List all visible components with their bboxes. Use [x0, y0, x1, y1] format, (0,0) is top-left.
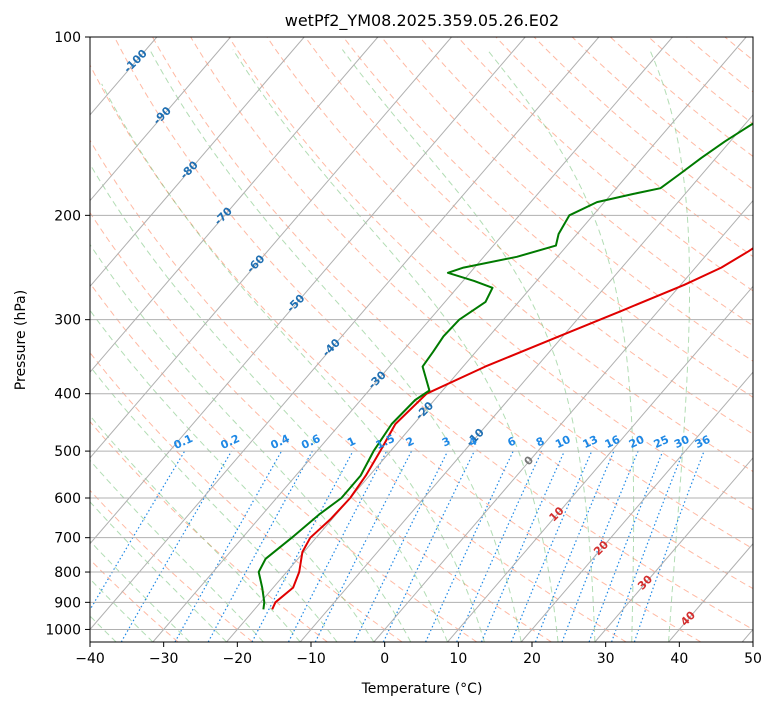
dry-adiabat — [533, 37, 753, 224]
y-tick-label: 800 — [54, 565, 81, 581]
skewed-isotherms — [90, 37, 753, 642]
mixing-ratio-label: 10 — [553, 433, 573, 451]
mixing-ratio-line — [207, 450, 313, 642]
dry-adiabat — [90, 64, 702, 642]
x-tick-label: −10 — [296, 651, 326, 667]
isotherm-line — [447, 285, 753, 642]
mixing-ratio-line — [456, 450, 543, 642]
grid-lines — [90, 37, 753, 630]
dry-adiabat — [419, 37, 753, 327]
dry-adiabat — [113, 37, 753, 631]
y-tick-label: 1000 — [45, 622, 81, 638]
isotherm-line — [90, 37, 305, 288]
mixing-ratio-line — [382, 450, 475, 642]
moist-adiabat — [232, 49, 559, 642]
background-lines — [90, 37, 753, 642]
dry-adiabat — [342, 37, 753, 398]
mixing-ratio-label: 13 — [581, 433, 600, 451]
isotherm-line — [90, 37, 526, 545]
y-tick-label: 900 — [54, 595, 81, 611]
dewpoint-profile — [257, 122, 753, 610]
x-tick-label: 40 — [670, 651, 688, 667]
dry-adiabat — [266, 37, 753, 473]
isotherm-line — [373, 199, 753, 642]
y-tick-label: 500 — [54, 444, 81, 460]
isotherm-line — [299, 114, 753, 642]
isotherm-line — [90, 37, 379, 373]
chart-title: wetPf2_YM08.2025.359.05.26.E02 — [285, 11, 559, 31]
mixing-ratio-line — [425, 450, 514, 642]
y-tick-label: 600 — [54, 491, 81, 507]
moist-adiabat — [649, 49, 690, 642]
mixing-ratio-line — [480, 450, 565, 642]
moist-adiabat — [90, 365, 338, 642]
moist-adiabat — [341, 49, 596, 642]
isotherm-line — [90, 37, 231, 202]
moist-adiabat — [90, 163, 449, 642]
dry-adiabat — [381, 37, 753, 362]
mixing-ratio-line — [510, 450, 593, 642]
dry-adiabat — [152, 37, 753, 590]
moist-adiabat — [90, 501, 227, 642]
x-tick-label: −40 — [75, 651, 105, 667]
moist-adiabat — [486, 49, 635, 642]
plot-frame — [89, 36, 754, 643]
x-tick-label: 10 — [449, 651, 467, 667]
x-axis-label: Temperature (°C) — [361, 681, 483, 697]
temperature-profile — [271, 247, 753, 610]
y-axis-label: Pressure (hPa) — [13, 290, 29, 390]
mixing-ratio-label: 20 — [627, 433, 647, 451]
dry-adiabat — [90, 351, 403, 642]
dry-adiabat — [90, 139, 627, 642]
dry-adiabat — [90, 211, 552, 642]
isotherm-line — [152, 37, 673, 642]
y-tick-label: 300 — [54, 313, 81, 329]
mixing-ratio-label: 16 — [603, 433, 623, 451]
y-tick-label: 700 — [54, 531, 81, 547]
mixing-ratio-line — [90, 450, 186, 611]
moist-adiabat — [101, 83, 485, 642]
y-tick-label: 200 — [54, 208, 81, 224]
x-tick-label: −20 — [223, 651, 253, 667]
y-tick-label: 400 — [54, 387, 81, 403]
isotherm-line — [90, 37, 452, 459]
isotherm-line — [90, 37, 600, 631]
x-tick-label: 0 — [380, 651, 389, 667]
x-tick-label: 20 — [523, 651, 541, 667]
y-tick-label: 100 — [54, 30, 81, 46]
axes: −40 −30 −20 −10 0 10 20 30 40 50 1000 900 800 700 600 5… — [45, 30, 762, 667]
mixing-ratio-label: 36 — [693, 433, 713, 451]
mixing-ratio-line — [633, 450, 705, 642]
mixing-ratio-line — [174, 450, 283, 642]
isotherm-line — [594, 457, 753, 642]
x-tick-label: −30 — [149, 651, 179, 667]
mixing-ratio-line — [353, 450, 449, 642]
profiles — [257, 122, 753, 610]
mixing-ratio-label: 30 — [672, 433, 692, 451]
isotherm-line — [226, 37, 747, 642]
moist-adiabat — [149, 49, 522, 642]
dry-adiabat — [190, 37, 753, 550]
x-tick-label: 50 — [744, 651, 762, 667]
dry-adiabat — [571, 37, 753, 190]
dry-adiabat — [90, 489, 254, 642]
isotherm-line — [520, 371, 753, 642]
x-tick-label: 30 — [597, 651, 615, 667]
mixing-ratio-line — [120, 450, 233, 642]
mixing-ratio-label: 25 — [652, 433, 671, 451]
